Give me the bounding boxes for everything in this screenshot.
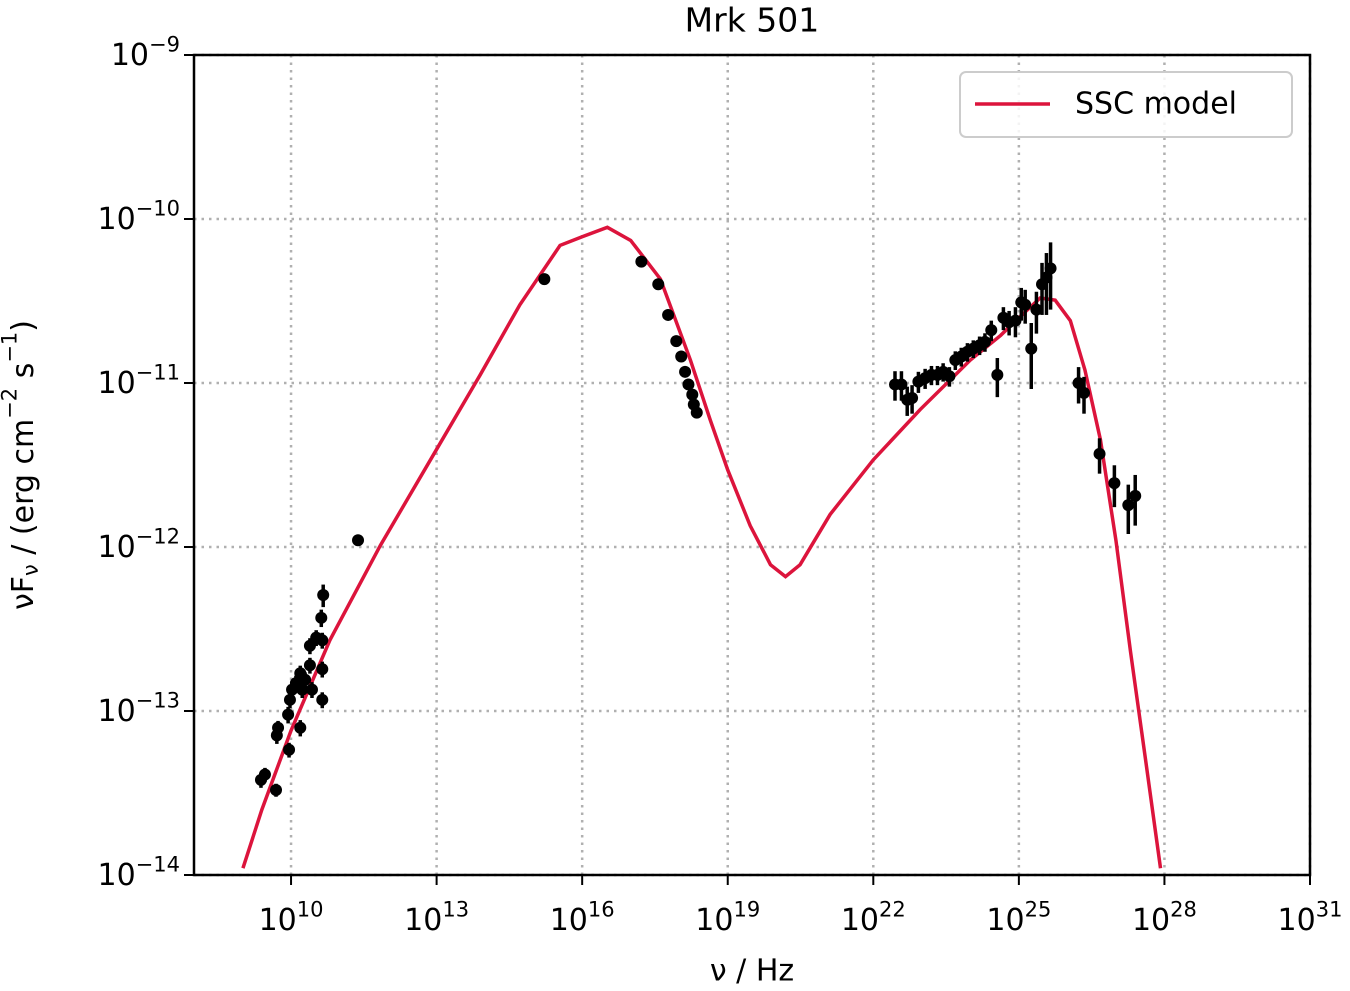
data-point [1122, 499, 1135, 512]
data-point [985, 324, 998, 337]
data-point [315, 611, 328, 624]
y-tick-label: 10−12 [97, 525, 180, 566]
data-point [1129, 489, 1142, 502]
data-point [310, 631, 323, 644]
x-axis-label: ν / Hz [710, 954, 794, 989]
data-point [682, 378, 695, 391]
y-tick-label: 10−14 [97, 853, 180, 894]
data-point [294, 721, 307, 734]
data-point [1019, 298, 1032, 311]
data-point [1044, 262, 1057, 275]
data-point [299, 673, 312, 686]
data-point [258, 768, 271, 781]
y-tick-label: 10−13 [97, 689, 180, 730]
x-tick-label: 1010 [259, 898, 324, 939]
legend-box [959, 71, 1293, 138]
data-point [690, 406, 703, 419]
x-tick-label: 1019 [695, 898, 760, 939]
chart-title: Mrk 501 [685, 1, 820, 40]
data-point [978, 335, 991, 348]
x-tick-label: 1031 [1278, 898, 1343, 939]
data-point [906, 392, 919, 405]
data-point [303, 659, 316, 672]
data-point [1009, 314, 1022, 327]
data-point [1093, 447, 1106, 460]
data-point [283, 693, 296, 706]
x-tick-label: 1025 [986, 898, 1051, 939]
data-point [943, 370, 956, 383]
legend-label: SSC model [1075, 87, 1237, 122]
data-point [635, 255, 648, 268]
data-point [316, 693, 329, 706]
x-tick-label: 1022 [841, 898, 906, 939]
data-point [305, 683, 318, 696]
data-point [1078, 386, 1091, 399]
model-line [241, 225, 1163, 869]
data-point [317, 588, 330, 601]
data-point [282, 708, 295, 721]
data-point [283, 743, 296, 756]
x-tick-label: 1013 [404, 898, 469, 939]
data-point [991, 368, 1004, 381]
data-point [1025, 342, 1038, 355]
plot-frame [192, 53, 1312, 877]
data-point [652, 278, 665, 291]
data-point [895, 378, 908, 391]
data-point [679, 365, 692, 378]
data-point [303, 639, 316, 652]
data-point [675, 350, 688, 363]
data-point [686, 388, 699, 401]
data-point [1030, 303, 1043, 316]
x-tick-label: 1016 [550, 898, 615, 939]
data-point [1108, 477, 1121, 490]
data-point [538, 273, 551, 286]
data-point [316, 663, 329, 676]
data-point [272, 721, 285, 734]
data-point [670, 335, 683, 348]
plot-area [241, 225, 1163, 869]
y-axis-label: νFν / (erg cm−2 s−1) [0, 320, 43, 610]
x-tick-label: 1028 [1132, 898, 1197, 939]
y-tick-label: 10−9 [111, 33, 180, 74]
y-tick-label: 10−10 [97, 197, 180, 238]
data-point [662, 308, 675, 321]
y-tick-label: 10−11 [97, 361, 180, 402]
data-point [270, 783, 283, 796]
data-point [352, 534, 365, 547]
data-point [1072, 377, 1085, 389]
